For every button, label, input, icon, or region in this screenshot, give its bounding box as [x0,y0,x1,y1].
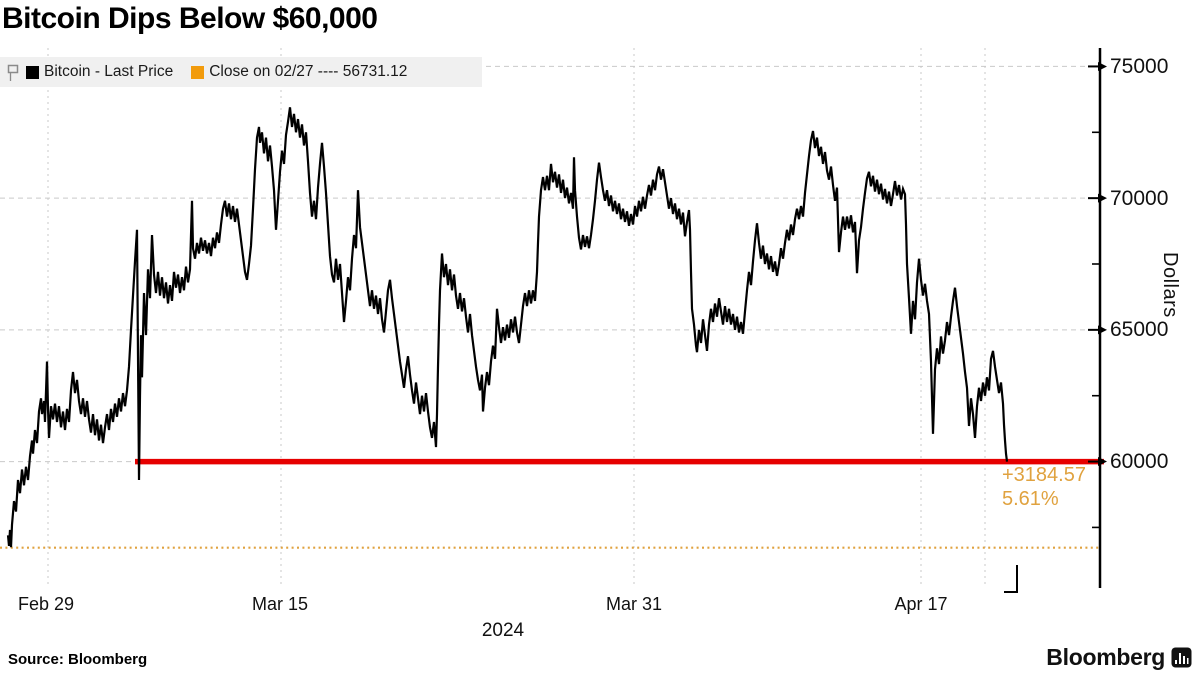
price-line-series [6,107,1009,548]
x-axis-tick-label: Feb 29 [17,594,75,614]
legend-swatch [26,65,39,79]
source-credit: Source: Bloomberg [8,651,148,668]
bloomberg-wordmark: Bloomberg [1046,644,1165,670]
legend-swatch [191,65,205,79]
x-axis-tick-label: Mar 15 [251,594,309,614]
y-axis-tick-arrow [1098,325,1107,335]
x-axis-tick-label: Mar 31 [605,594,663,614]
legend-item-last-price[interactable]: Bitcoin - Last Price [26,63,173,81]
y-axis-tick-arrow [1098,61,1107,71]
x-axis-year-label: 2024 [481,620,525,641]
page-title: Bitcoin Dips Below $60,000 [2,2,378,35]
x-axis-tick-label: Apr 17 [894,594,948,614]
annotation-pin-icon[interactable] [6,63,20,83]
legend-item-label: Close on 02/27 ---- 56731.12 [209,63,408,80]
chart-legend: Bitcoin - Last Price Close on 02/27 ---- … [0,57,482,87]
change-annotation-percent: 5.61% [1002,488,1059,510]
y-axis-tick-label: 65000 [1110,318,1169,342]
x-axis-end-bracket [1004,565,1018,593]
y-axis-tick-label: 60000 [1110,450,1169,474]
y-axis-tick-arrow [1098,457,1107,467]
y-axis-tick-label: 75000 [1110,54,1169,78]
legend-item-label: Bitcoin - Last Price [44,63,174,80]
change-annotation-absolute: +3184.57 [1002,464,1086,486]
y-axis-tick-label: 70000 [1110,186,1169,210]
change-annotation: +3184.57 5.61% [1002,463,1086,511]
y-axis-tick-arrow [1098,193,1107,203]
y-axis-title: Dollars [1159,252,1181,318]
bloomberg-terminal-icon [1171,647,1192,668]
bloomberg-logo: Bloomberg [1046,644,1192,671]
legend-item-close-line[interactable]: Close on 02/27 ---- 56731.12 [191,63,407,81]
